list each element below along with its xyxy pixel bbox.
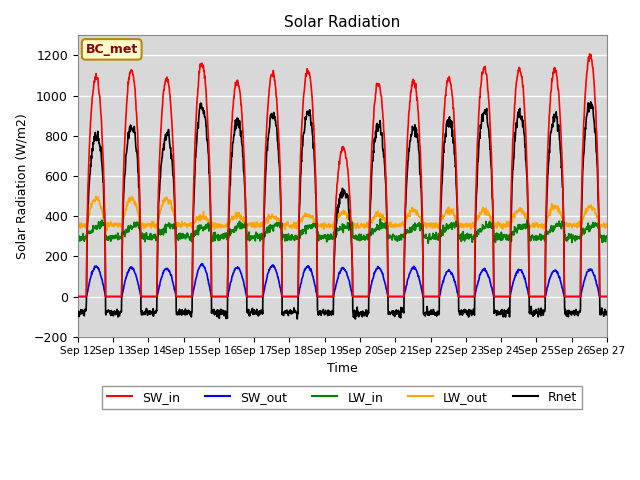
Rnet xyxy=(541,309,548,314)
Line: LW_out: LW_out xyxy=(77,196,607,230)
LW_out xyxy=(192,216,200,222)
SW_out xyxy=(494,294,502,300)
LW_out xyxy=(103,228,111,233)
Y-axis label: Solar Radiation (W/m2): Solar Radiation (W/m2) xyxy=(15,113,28,259)
Rnet xyxy=(494,310,502,316)
LW_in xyxy=(541,238,548,244)
Rnet xyxy=(191,156,199,162)
SW_in xyxy=(424,294,432,300)
LW_out xyxy=(494,219,502,225)
LW_in xyxy=(74,235,81,240)
SW_out xyxy=(74,294,81,300)
Legend: SW_in, SW_out, LW_in, LW_out, Rnet: SW_in, SW_out, LW_in, LW_out, Rnet xyxy=(102,386,582,409)
SW_out xyxy=(541,294,548,300)
Rnet xyxy=(251,311,259,316)
X-axis label: Time: Time xyxy=(327,362,358,375)
Rnet xyxy=(179,310,186,315)
LW_in xyxy=(179,232,186,238)
Line: LW_in: LW_in xyxy=(77,219,607,243)
SW_out xyxy=(251,294,259,300)
SW_in xyxy=(251,294,259,300)
LW_in xyxy=(425,233,433,239)
Line: SW_out: SW_out xyxy=(77,264,607,297)
SW_out xyxy=(198,261,206,266)
Rnet xyxy=(425,311,433,317)
SW_out xyxy=(603,294,611,300)
SW_in xyxy=(540,294,548,300)
LW_out xyxy=(425,220,433,226)
SW_out xyxy=(191,278,199,284)
LW_in xyxy=(603,233,611,239)
LW_out xyxy=(252,225,259,230)
Line: Rnet: Rnet xyxy=(77,102,607,319)
SW_in xyxy=(603,294,611,300)
SW_in xyxy=(586,51,593,57)
SW_in xyxy=(74,294,81,300)
Rnet xyxy=(587,99,595,105)
SW_in xyxy=(493,294,501,300)
LW_in xyxy=(376,216,384,222)
LW_out xyxy=(179,221,187,227)
Line: SW_in: SW_in xyxy=(77,54,607,297)
LW_out xyxy=(603,223,611,228)
Rnet xyxy=(351,316,359,322)
SW_in xyxy=(179,294,186,300)
Title: Solar Radiation: Solar Radiation xyxy=(284,15,401,30)
Rnet xyxy=(603,310,611,315)
LW_out xyxy=(74,222,81,228)
LW_out xyxy=(541,224,548,229)
LW_out xyxy=(92,193,100,199)
SW_out xyxy=(179,294,186,300)
SW_in xyxy=(191,132,199,138)
LW_in xyxy=(251,235,259,241)
Rnet xyxy=(74,312,81,318)
Text: BC_met: BC_met xyxy=(86,43,138,56)
LW_in xyxy=(424,240,432,246)
SW_out xyxy=(425,294,433,300)
LW_in xyxy=(494,231,502,237)
LW_in xyxy=(191,228,199,233)
